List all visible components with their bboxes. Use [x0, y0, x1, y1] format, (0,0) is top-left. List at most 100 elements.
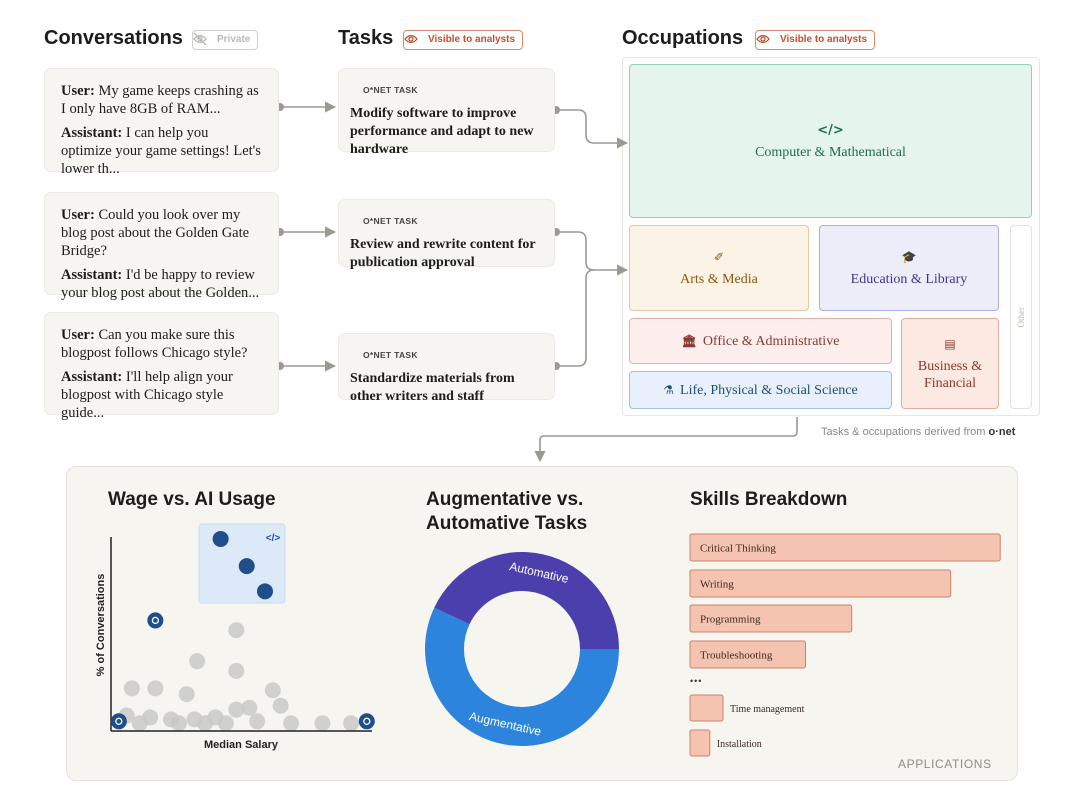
occupation-icon: ⚗: [663, 382, 675, 397]
occupation-icon: ✐: [713, 249, 725, 264]
user-label: User:: [61, 207, 95, 223]
occupation-icon: 🏛: [681, 333, 697, 348]
occupation-box: 🏛 Office & Administrative: [629, 318, 892, 364]
header: Conversations: [44, 27, 183, 49]
scatter-point: [241, 699, 258, 716]
chart-title: Wage vs. AI Usage: [108, 489, 276, 510]
conversation-card: User: Can you make sure this blogpost fo…: [44, 312, 279, 421]
icon-point: [110, 713, 127, 730]
chart-title: Skills Breakdown: [690, 489, 848, 510]
skill-ellipsis: •••: [690, 676, 702, 686]
skill-bar: [689, 729, 711, 757]
user-text: My game keeps crashing as I only have 8G…: [61, 83, 259, 117]
user-text: Can you make sure this blogpost follows …: [61, 327, 248, 361]
badge: Private: [192, 30, 259, 50]
scatter-point: [228, 622, 245, 639]
skill-label: Installation: [717, 739, 762, 750]
y-axis-label: % of Conversations: [95, 574, 107, 677]
scatter-point: [170, 715, 187, 732]
eye-icon: [756, 34, 770, 44]
assistant-text: I can help you optimize your game settin…: [61, 125, 261, 177]
eye-pupil: [760, 36, 766, 42]
highlight-point: [256, 583, 273, 600]
connector: [534, 417, 798, 463]
connector: [556, 109, 629, 149]
skill-label: Critical Thinking: [700, 543, 776, 555]
occupation-label: Business & Financial: [917, 358, 983, 391]
highlight-icon: </>: [266, 533, 281, 544]
user-label: User:: [61, 83, 95, 99]
eye-pupil: [408, 36, 414, 42]
scatter-point: [343, 715, 360, 732]
occupation-box: 🎓 Education & Library: [819, 225, 999, 311]
assistant-label: Assistant:: [61, 125, 123, 141]
skill-label: Troubleshooting: [700, 650, 773, 662]
occupation-label: Other: [1015, 306, 1026, 328]
skill-bar: [689, 604, 853, 633]
occupation-icon: 🎓: [901, 249, 917, 264]
chart-title: Augmentative vs. Automative Tasks: [426, 489, 588, 534]
occupation-box: </> Computer & Mathematical: [629, 64, 1032, 218]
skill-label: Time management: [730, 704, 805, 715]
occupation-icon: </>: [817, 122, 844, 138]
occupation-label: Education & Library: [850, 271, 968, 287]
eye-icon: [404, 34, 418, 44]
occupation-box: ✐ Arts & Media: [629, 225, 809, 311]
occupation-label: Life, Physical & Social Science: [680, 382, 858, 398]
scatter-point: [272, 697, 289, 714]
scatter-point: [131, 715, 148, 732]
skill-bar: [689, 569, 952, 598]
assistant-message: Assistant: I'd be happy to review your b…: [61, 266, 262, 302]
icon-glyph: [363, 717, 371, 725]
task-kicker: O*NET TASK: [363, 350, 418, 360]
footnote-text: Tasks & occupations derived from: [821, 426, 986, 438]
user-message: User: Could you look over my blog post a…: [61, 206, 262, 260]
connector: [556, 269, 595, 367]
occupations-panel: [622, 57, 1040, 416]
skill-label: Programming: [700, 614, 761, 626]
conversation-card: User: My game keeps crashing as I only h…: [44, 68, 279, 177]
highlight-point: [212, 530, 229, 547]
occupation-box: ⚗ Life, Physical & Social Science: [629, 371, 892, 409]
user-message: User: Can you make sure this blogpost fo…: [61, 326, 262, 362]
occupation-box: ▤ Business & Financial: [901, 318, 999, 409]
icon-point: [147, 612, 164, 629]
assistant-text: I'd be happy to review your blog post ab…: [61, 267, 260, 301]
assistant-message: Assistant: I can help you optimize your …: [61, 124, 262, 178]
header: Occupations: [622, 27, 744, 49]
assistant-message: Assistant: I'll help align your blogpost…: [61, 368, 262, 422]
eye-pupil: [197, 36, 203, 42]
scatter-point: [228, 701, 245, 718]
occupation-label: Computer & Mathematical: [755, 144, 906, 160]
task-card: O*NET TASK Standardize materials from oth…: [338, 333, 555, 404]
task-text: Review and rewrite content for publicati…: [350, 237, 536, 270]
source: o·net: [988, 426, 1016, 438]
task-text: Modify software to improve performance a…: [350, 106, 534, 157]
assistant-label: Assistant:: [61, 369, 123, 385]
icon-point: [358, 713, 375, 730]
skill-bar: [689, 640, 806, 669]
donut-segment: [424, 607, 619, 747]
occupation-box: Other: [1010, 225, 1032, 409]
highlight-point: [238, 558, 255, 575]
task-card: O*NET TASK Modify software to improve per…: [338, 68, 555, 157]
eye-cross: [193, 32, 207, 46]
occupation-label: Office & Administrative: [702, 333, 840, 349]
badge: Visible to analysts: [755, 30, 876, 50]
skill-bar: [689, 533, 1001, 562]
assistant-label: Assistant:: [61, 267, 123, 283]
footnote: Tasks & occupations derived from o·net: [821, 426, 1015, 438]
scatter-point: [178, 686, 195, 703]
user-text: Could you look over my blog post about t…: [61, 207, 250, 259]
assistant-text: I'll help align your blogpost with Chica…: [61, 369, 233, 421]
conversation-card: User: Could you look over my blog post a…: [44, 192, 279, 301]
occupation-icon: ▤: [944, 336, 956, 351]
donut-segment: [434, 552, 619, 649]
scatter-point: [123, 680, 140, 697]
task-kicker: O*NET TASK: [363, 216, 418, 226]
user-label: User:: [61, 327, 95, 343]
scatter-point: [264, 682, 281, 699]
scatter-point: [196, 715, 213, 732]
